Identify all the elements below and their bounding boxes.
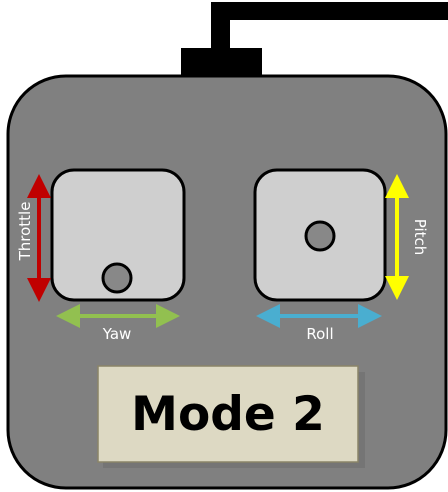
yaw-label: Yaw — [102, 325, 132, 343]
left-stick-pad — [50, 168, 186, 302]
throttle-label: Throttle — [16, 202, 34, 262]
left-stick-knob — [101, 262, 133, 294]
pitch-label: Pitch — [411, 219, 429, 256]
right-stick-knob — [304, 220, 336, 252]
mode-label: Mode 2 — [131, 387, 325, 442]
mode-plate — [97, 365, 359, 463]
antenna — [181, 2, 448, 80]
roll-label: Roll — [306, 325, 333, 343]
